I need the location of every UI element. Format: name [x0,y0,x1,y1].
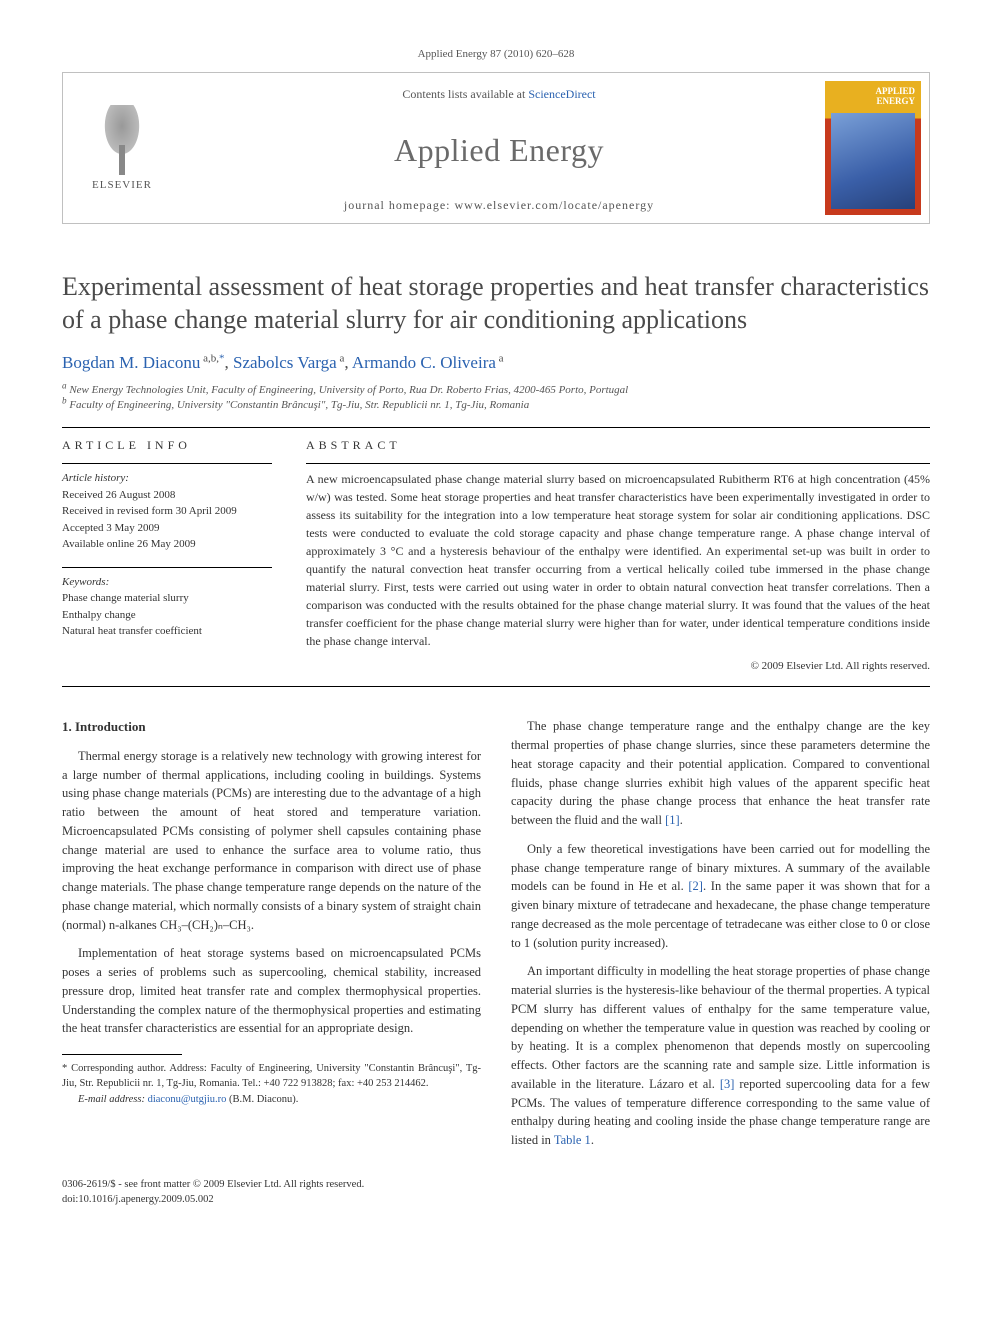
footnotes: * Corresponding author. Address: Faculty… [62,1061,481,1107]
online-date: Available online 26 May 2009 [62,536,272,553]
corresponding-author-link[interactable]: * [219,353,225,372]
paragraph: Thermal energy storage is a relatively n… [62,747,481,935]
article-info-heading: ARTICLE INFO [62,438,272,453]
divider [62,463,272,464]
authors-line: Bogdan M. Diaconu a,b,*, Szabolcs Varga … [62,353,930,373]
divider [62,686,930,687]
journal-homepage-line: journal homepage: www.elsevier.com/locat… [344,198,654,213]
journal-banner: ELSEVIER Contents lists available at Sci… [62,72,930,224]
keywords-block: Keywords: Phase change material slurry E… [62,574,272,640]
doi-line: doi:10.1016/j.apenergy.2009.05.002 [62,1193,930,1208]
ref-link-3[interactable]: [3] [720,1077,735,1091]
divider [306,463,930,464]
journal-cover-thumbnail: APPLIEDENERGY [825,81,921,215]
contents-available-line: Contents lists available at ScienceDirec… [402,87,595,102]
keyword-2: Enthalpy change [62,607,272,624]
email-link[interactable]: diaconu@utgjiu.ro [148,1094,227,1105]
elsevier-logo: ELSEVIER [63,73,181,223]
divider [62,567,272,568]
paragraph: The phase change temperature range and t… [511,717,930,830]
sciencedirect-link[interactable]: ScienceDirect [528,87,595,101]
article-history: Article history: Received 26 August 2008… [62,470,272,553]
homepage-prefix: journal homepage: [344,198,455,212]
abstract-copyright: © 2009 Elsevier Ltd. All rights reserved… [306,660,930,672]
abstract-column: ABSTRACT A new microencapsulated phase c… [306,438,930,672]
author-link-3[interactable]: Armando C. Oliveira [352,353,496,372]
abstract-heading: ABSTRACT [306,438,930,453]
header-citation: Applied Energy 87 (2010) 620–628 [62,48,930,60]
affiliations: a New Energy Technologies Unit, Faculty … [62,383,930,414]
divider [62,427,930,428]
history-label: Article history: [62,470,272,487]
body-text-columns: 1. Introduction Thermal energy storage i… [62,717,930,1160]
ref-link-1[interactable]: [1] [665,813,680,827]
revised-date: Received in revised form 30 April 2009 [62,503,272,520]
email-who: (B.M. Diaconu). [229,1094,298,1105]
author-link-2[interactable]: Szabolcs Varga [233,353,337,372]
abstract-text: A new microencapsulated phase change mat… [306,470,930,650]
cover-image-icon [831,113,915,209]
paragraph: Implementation of heat storage systems b… [62,944,481,1038]
footnote-separator [62,1054,182,1055]
contents-prefix: Contents lists available at [402,87,528,101]
accepted-date: Accepted 3 May 2009 [62,520,272,537]
author-link-1[interactable]: Bogdan M. Diaconu [62,353,200,372]
affiliation-a: a New Energy Technologies Unit, Faculty … [62,383,930,398]
page-footer: 0306-2619/$ - see front matter © 2009 El… [62,1178,930,1207]
article-info-column: ARTICLE INFO Article history: Received 2… [62,438,272,672]
table-link-1[interactable]: Table 1 [554,1133,591,1147]
keyword-3: Natural heat transfer coefficient [62,623,272,640]
received-date: Received 26 August 2008 [62,487,272,504]
homepage-url: www.elsevier.com/locate/apenergy [455,198,655,212]
front-matter-line: 0306-2619/$ - see front matter © 2009 El… [62,1178,930,1193]
journal-name: Applied Energy [394,132,604,169]
paragraph: An important difficulty in modelling the… [511,962,930,1150]
publisher-name: ELSEVIER [92,179,152,191]
elsevier-tree-icon [92,105,152,175]
section-heading-1: 1. Introduction [62,717,481,737]
email-footnote: E-mail address: diaconu@utgjiu.ro (B.M. … [62,1092,481,1107]
affiliation-b: b Faculty of Engineering, University "Co… [62,398,930,413]
article-title: Experimental assessment of heat storage … [62,270,930,337]
keyword-1: Phase change material slurry [62,590,272,607]
cover-title: APPLIEDENERGY [825,81,921,107]
paragraph: Only a few theoretical investigations ha… [511,840,930,953]
keywords-label: Keywords: [62,574,272,591]
email-label: E-mail address: [78,1094,145,1105]
ref-link-2[interactable]: [2] [688,879,703,893]
corresponding-author-footnote: * Corresponding author. Address: Faculty… [62,1061,481,1091]
